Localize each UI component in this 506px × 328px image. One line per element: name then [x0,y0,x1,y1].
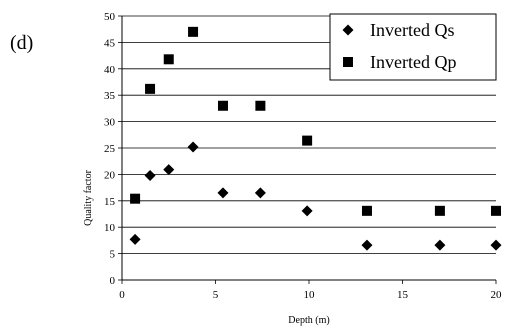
data-point-qp [302,135,313,146]
legend-box [329,13,497,81]
data-point-qs [254,187,266,199]
y-tick-label: 45 [104,37,116,49]
y-tick-labels: 0 5 10 15 20 25 30 35 40 45 50 [104,11,116,287]
y-tick-label: 30 [104,117,116,129]
x-tick-label: 10 [304,289,316,301]
data-point-qp [434,205,445,216]
y-axis-label: Quality factor [83,169,94,225]
data-point-qp [145,83,156,94]
data-point-qp [491,205,501,216]
y-tick-label: 50 [104,11,116,23]
data-point-qs [129,233,141,245]
x-tick-label: 0 [119,289,125,301]
legend-label: Inverted Qp [370,52,456,72]
x-tick-labels: 0 5 10 15 20 [119,289,502,301]
x-tick-label: 15 [397,289,409,301]
x-tick-label: 5 [213,289,219,301]
data-point-qs [301,205,313,217]
y-tick-label: 20 [104,169,116,181]
data-point-qp [255,100,266,111]
x-axis-label: Depth (m) [288,315,329,326]
legend-marker-qs [342,24,354,36]
data-point-qp [217,100,228,111]
x-tick-label: 20 [491,289,503,301]
data-point-qp [188,26,199,37]
y-tick-label: 5 [110,249,116,261]
data-point-qp [163,54,174,65]
y-tick-label: 35 [104,90,116,102]
data-point-qp [130,193,141,204]
y-tick-label: 40 [104,64,116,76]
legend-marker-qp [343,57,353,67]
data-point-qs [163,164,175,176]
data-point-qs [361,239,373,251]
legend: Inverted Qs Inverted Qp [329,13,497,81]
data-point-qp [361,205,372,216]
data-point-qs [434,239,446,251]
data-point-qs [187,141,199,153]
y-tick-label: 15 [104,196,116,208]
y-tick-label: 10 [104,222,116,234]
data-point-qs [490,239,502,251]
y-tick-label: 0 [110,275,116,287]
axes [118,15,497,284]
y-tick-label: 25 [104,143,116,155]
data-point-qs [144,169,156,181]
data-point-qs [217,187,229,199]
data-points [129,26,502,251]
panel-label: (d) [10,32,33,54]
legend-label: Inverted Qs [370,20,454,40]
